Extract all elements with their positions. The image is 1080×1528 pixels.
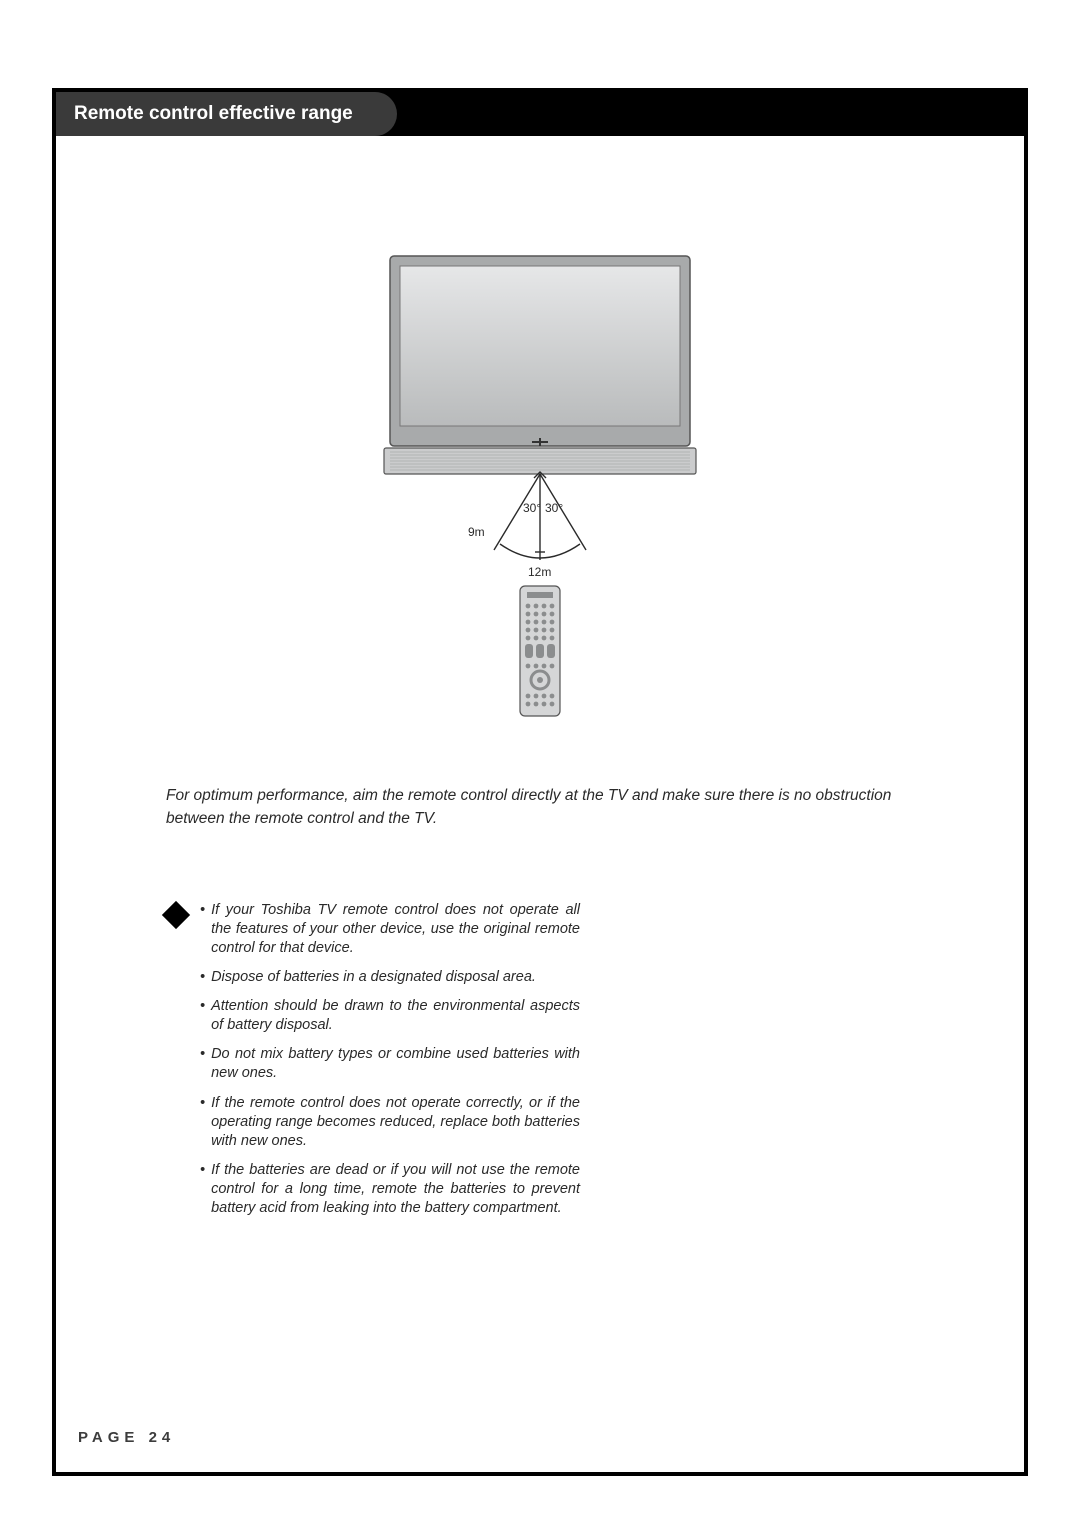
note-diamond-icon [162, 900, 190, 928]
remote-icon [520, 586, 560, 716]
body-area: For optimum performance, aim the remote … [56, 784, 1024, 1228]
page-number: PAGE 24 [78, 1429, 175, 1446]
remote-range-diagram: 30° 30° 9m 12m [360, 246, 720, 726]
angle-right-label: 30° [545, 501, 563, 515]
dist-center-label: 12m [528, 565, 551, 579]
note-item: •If your Toshiba TV remote control does … [200, 901, 580, 958]
diagram-area: 30° 30° 9m 12m [56, 246, 1024, 726]
dist-side-label: 9m [468, 525, 485, 539]
note-item: •Attention should be drawn to the enviro… [200, 997, 580, 1035]
angle-left-label: 30° [523, 501, 541, 515]
notes-list: •If your Toshiba TV remote control does … [200, 901, 580, 1229]
note-item: •If the remote control does not operate … [200, 1094, 580, 1151]
notes-block: •If your Toshiba TV remote control does … [166, 901, 914, 1229]
instruction-text: For optimum performance, aim the remote … [166, 784, 914, 831]
page-frame: Remote control effective range [52, 88, 1028, 1476]
header-tab: Remote control effective range [56, 92, 397, 136]
note-item: •Dispose of batteries in a designated di… [200, 968, 580, 987]
note-item: •If the batteries are dead or if you wil… [200, 1161, 580, 1218]
header-title: Remote control effective range [74, 103, 353, 125]
note-item: •Do not mix battery types or combine use… [200, 1045, 580, 1083]
